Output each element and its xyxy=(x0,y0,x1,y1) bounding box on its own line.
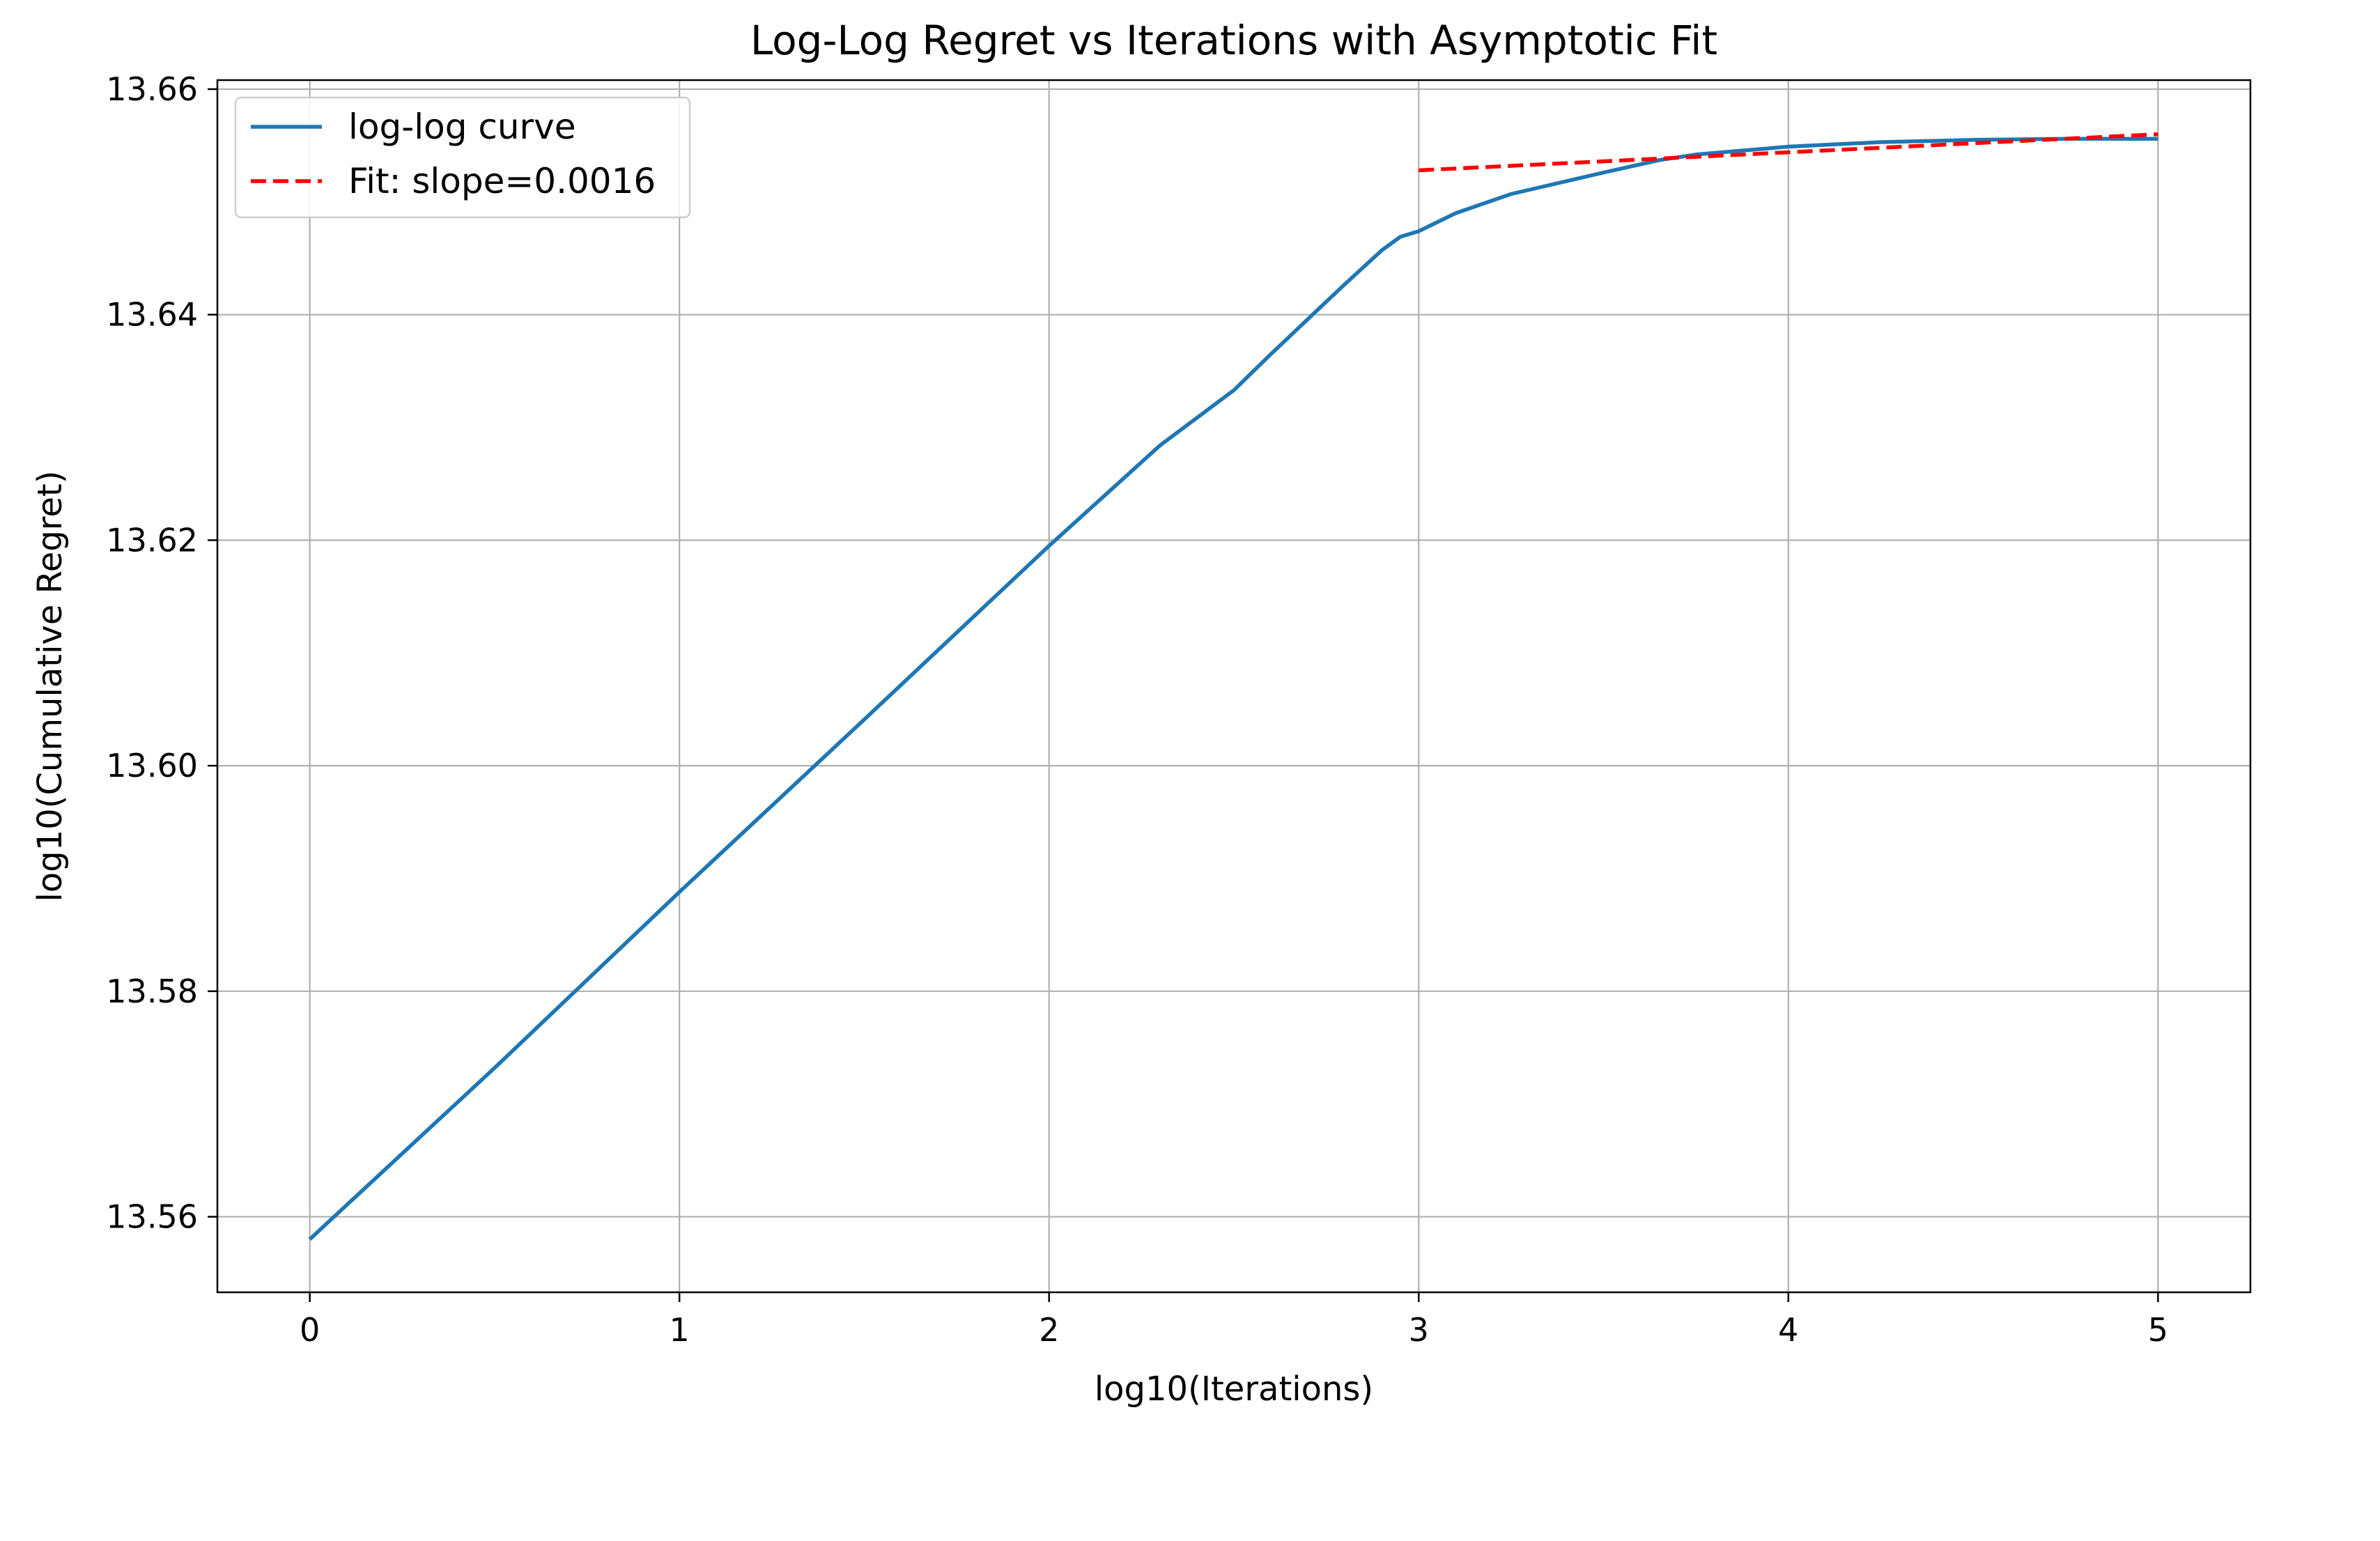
x-tick-label: 4 xyxy=(1778,1311,1798,1349)
series-fit-line xyxy=(1419,132,2158,173)
x-tick-label: 3 xyxy=(1409,1311,1429,1349)
x-tick-label: 1 xyxy=(670,1311,690,1349)
y-tick-label: 13.64 xyxy=(106,296,198,334)
x-tick-label: 0 xyxy=(300,1311,320,1349)
legend-box xyxy=(234,96,691,219)
y-axis-label: log10(Cumulative Regret) xyxy=(31,470,70,901)
ticks: 0 1 2 3 4 5 13.56 13.58 13.60 13.62 13.64 13.66 xyxy=(106,70,2168,1349)
x-tick-label: 2 xyxy=(1039,1311,1059,1349)
y-tick-label: 13.66 xyxy=(106,70,198,108)
legend: log-log curve Fit: slope=0.0016 xyxy=(234,96,691,219)
chart-title: Log-Log Regret vs Iterations with Asympt… xyxy=(750,17,1717,64)
y-tick-label: 13.58 xyxy=(106,973,198,1010)
y-tick-label: 13.56 xyxy=(106,1198,198,1236)
legend-label-fit: Fit: slope=0.0016 xyxy=(348,161,656,201)
grid xyxy=(217,80,2250,1292)
x-tick-label: 5 xyxy=(2148,1311,2168,1349)
y-tick-label: 13.60 xyxy=(106,747,198,784)
series-curve-line xyxy=(308,137,2158,1241)
y-tick-label: 13.62 xyxy=(106,521,198,559)
plot-frame xyxy=(216,79,2252,1294)
legend-label-curve: log-log curve xyxy=(348,107,575,147)
series-layer xyxy=(308,132,2158,1241)
x-axis-label: log10(Iterations) xyxy=(1095,1370,1373,1409)
